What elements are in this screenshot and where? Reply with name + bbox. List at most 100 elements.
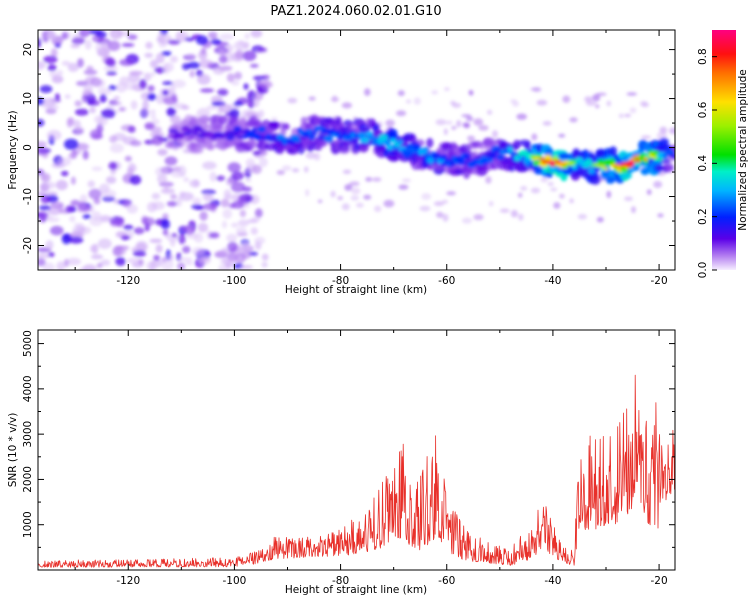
spectrogram-blob bbox=[473, 118, 484, 126]
spectrogram-blob bbox=[195, 35, 209, 46]
spectrogram-blob bbox=[227, 162, 241, 173]
spectrogram-blob bbox=[50, 225, 64, 236]
spectrogram-blob bbox=[162, 81, 174, 86]
spectrogram-blob bbox=[234, 71, 242, 80]
spectrogram-blob bbox=[105, 176, 117, 184]
spectrogram-blob bbox=[185, 261, 194, 266]
spectrogram-blob bbox=[240, 242, 251, 252]
spectrogram-blob bbox=[178, 257, 193, 262]
spectrogram-blob bbox=[150, 113, 157, 120]
spectrogram-blob bbox=[267, 137, 275, 142]
spectrogram-blob bbox=[242, 50, 257, 61]
spectrogram-blob bbox=[88, 188, 102, 200]
spectrogram-frame bbox=[37, 29, 676, 271]
spectrogram-blob bbox=[46, 129, 62, 141]
spectrogram-blob bbox=[227, 253, 241, 263]
spectrogram-blob bbox=[438, 154, 448, 160]
spectrogram-blob bbox=[231, 171, 244, 181]
spectrogram-blob bbox=[317, 199, 323, 204]
spectrogram-blob bbox=[626, 92, 638, 96]
spectrogram-blob bbox=[50, 48, 58, 58]
spectrogram-blob bbox=[197, 222, 209, 233]
colorbar-tick-label: 0.6 bbox=[697, 101, 709, 118]
spectrogram-blob bbox=[131, 247, 137, 253]
spectrogram-blob bbox=[176, 197, 183, 207]
spectrogram-blob bbox=[508, 151, 516, 156]
spectrogram-blob bbox=[523, 156, 531, 164]
spectrogram-blob bbox=[38, 61, 47, 69]
spectrogram-blob bbox=[139, 107, 150, 118]
spectrogram-blob bbox=[116, 218, 125, 228]
spectrogram-blob bbox=[236, 135, 244, 140]
spectrogram-blob bbox=[330, 190, 336, 198]
spectrogram-blob bbox=[518, 213, 524, 221]
spectrogram-blob bbox=[54, 93, 61, 101]
spectrogram-blob bbox=[155, 52, 165, 64]
spectrogram-blob bbox=[251, 216, 261, 223]
spectrogram-blob bbox=[463, 153, 471, 160]
spectrogram-blob bbox=[67, 62, 79, 72]
spectrogram-blob bbox=[86, 65, 94, 72]
snr-y-axis: 1000 2000 3000 4000 5000 bbox=[22, 330, 675, 571]
snr-background bbox=[38, 330, 675, 570]
spectrogram-blob bbox=[92, 211, 102, 221]
spectrogram-blob bbox=[145, 41, 153, 50]
spectrogram-blob bbox=[186, 53, 197, 58]
spectrogram-blob bbox=[372, 177, 382, 182]
spectrogram-y-label: Frequency (Hz) bbox=[7, 110, 19, 189]
spectrogram-blob bbox=[216, 175, 226, 181]
spectrogram-blob bbox=[640, 135, 652, 139]
spectrogram-blob bbox=[47, 64, 57, 72]
spectrogram-blob bbox=[230, 222, 239, 228]
spectrogram-blob bbox=[426, 157, 436, 164]
spectrogram-blob bbox=[490, 152, 497, 159]
spectrogram-blob bbox=[237, 219, 250, 227]
spectrogram-blob bbox=[223, 189, 232, 199]
spectrogram-blob bbox=[271, 117, 278, 121]
spectrogram-blob bbox=[92, 78, 106, 89]
spectrogram-blob bbox=[220, 247, 230, 256]
spectrogram-blob bbox=[341, 203, 350, 211]
spectrogram-blob bbox=[100, 108, 116, 119]
spectrogram-blob bbox=[75, 108, 89, 116]
spectrogram-blob bbox=[69, 215, 76, 223]
spectrogram-blob bbox=[492, 130, 498, 138]
spectrogram-blob bbox=[95, 42, 104, 53]
spectrogram-blob bbox=[606, 100, 612, 107]
x-tick-label: -60 bbox=[438, 575, 455, 587]
spectrogram-blob bbox=[305, 152, 317, 159]
spectrogram-blob bbox=[43, 55, 58, 64]
spectrogram-blob bbox=[562, 95, 571, 103]
spectrogram-blob bbox=[530, 187, 541, 194]
spectrogram-blob bbox=[162, 89, 169, 96]
spectrogram-blob bbox=[488, 201, 494, 207]
spectrogram-blob bbox=[181, 105, 190, 110]
spectrogram-blob bbox=[601, 165, 606, 169]
spectrogram-blob bbox=[203, 202, 218, 211]
spectrogram-blob bbox=[584, 96, 593, 103]
spectrogram-blob bbox=[550, 187, 558, 192]
spectrogram-blob bbox=[195, 127, 204, 132]
spectrogram-blob bbox=[87, 180, 96, 188]
spectrogram-blob bbox=[130, 140, 142, 147]
spectrogram-blob bbox=[154, 66, 166, 74]
spectrogram-blob bbox=[82, 90, 94, 96]
spectrogram-blob bbox=[124, 82, 139, 91]
spectrogram-blob bbox=[177, 262, 186, 270]
spectrogram-blob bbox=[61, 233, 72, 245]
spectrogram-blob bbox=[217, 49, 226, 57]
spectrogram-blob bbox=[157, 148, 168, 156]
spectrogram-blob bbox=[239, 209, 247, 218]
spectrogram-blob bbox=[118, 107, 126, 112]
spectrogram-blob bbox=[330, 97, 340, 102]
spectrogram-blob bbox=[126, 204, 138, 214]
spectrogram-blob bbox=[251, 164, 262, 174]
spectrogram-blob bbox=[259, 157, 268, 168]
spectrogram-blob bbox=[82, 214, 92, 220]
spectrogram-blob bbox=[547, 181, 554, 187]
spectrogram-blob bbox=[244, 33, 250, 40]
spectrogram-blob bbox=[396, 139, 404, 145]
spectrogram-blob bbox=[68, 236, 84, 244]
spectrogram-blob bbox=[219, 33, 234, 40]
spectrogram-blob bbox=[161, 51, 172, 56]
